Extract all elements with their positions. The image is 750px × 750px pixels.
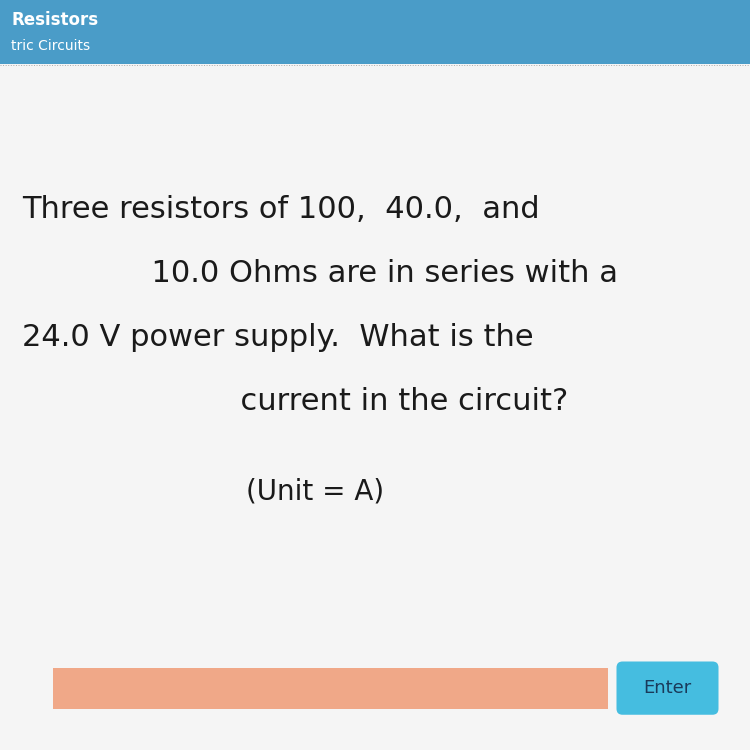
Text: Three resistors of 100,  40.0,  and: Three resistors of 100, 40.0, and	[22, 196, 540, 224]
Text: Enter: Enter	[644, 680, 692, 698]
Text: tric Circuits: tric Circuits	[11, 39, 90, 53]
FancyBboxPatch shape	[616, 662, 718, 715]
Text: 24.0 V power supply.  What is the: 24.0 V power supply. What is the	[22, 323, 534, 352]
Text: 10.0 Ohms are in series with a: 10.0 Ohms are in series with a	[132, 260, 618, 288]
Bar	[53, 668, 608, 709]
Text: Resistors: Resistors	[11, 11, 98, 29]
Text: current in the circuit?: current in the circuit?	[182, 387, 568, 416]
Bar	[0, 0, 750, 64]
Text: (Unit = A): (Unit = A)	[246, 477, 384, 506]
